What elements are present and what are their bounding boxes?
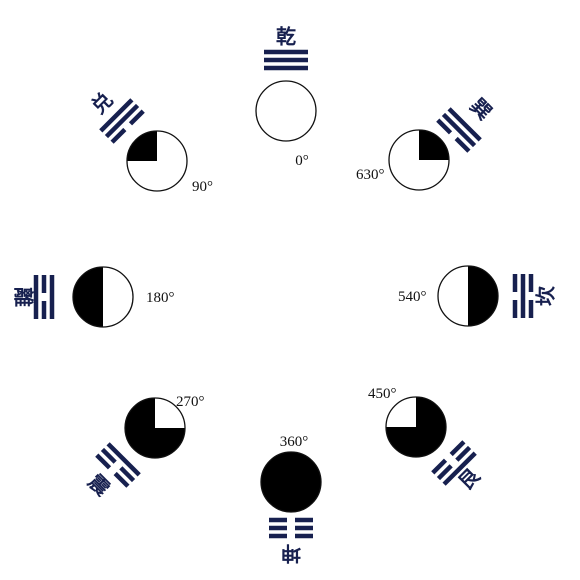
trigram-dui: 兑 90° [86,87,213,195]
yang-line [520,274,526,318]
moon-phase-disc [388,129,450,191]
trigram-kun: 坤 360° [260,434,322,566]
yin-line-left [100,447,117,464]
moon-dark-fill [73,267,103,327]
moon-disc-outline [72,266,134,328]
yin-line-right [528,274,534,292]
yin-line-right [449,440,466,457]
moon-disc-outline [124,397,186,459]
trigram-lines [431,440,477,486]
trigram-lines [436,107,482,153]
trigram-lines [269,517,313,539]
trigram-name-qian: 乾 [276,25,296,49]
angle-label-qian: 0° [295,153,309,169]
yin-line-left [41,275,47,293]
angle-label-li: 180° [146,290,175,306]
moon-phase-disc [255,80,317,142]
trigram-name-kan: 坎 [534,285,558,306]
yang-line [99,98,134,133]
trigram-lines [99,98,145,144]
yin-line-left [528,300,534,318]
yang-line [33,275,39,319]
moon-disc-outline [260,451,322,513]
moon-disc-outline [126,130,188,192]
angle-label-xun: 630° [356,167,385,183]
yin-line-left [295,525,313,531]
yang-line [264,57,308,63]
moon-phase-disc [126,130,188,192]
yang-line [104,103,140,139]
yin-line-left [95,453,112,470]
yin-line-left [512,300,518,318]
yang-line [264,49,308,55]
trigram-name-kun: 坤 [281,542,301,566]
angle-label-gen: 450° [368,386,397,402]
trigram-name-xun: 巽 [466,93,497,124]
angle-label-kan: 540° [398,289,427,305]
trigram-qian: 乾 0° [255,25,317,169]
yang-line [106,442,141,477]
yin-line-left [436,118,453,135]
trigram-li: 離 180° [12,266,175,328]
yin-line-left [295,533,313,539]
moon-dark-fill [419,130,449,160]
moon-phase-disc [260,451,322,513]
moon-phase-disc [385,396,447,458]
angle-label-kun: 360° [280,434,309,450]
trigram-lines [95,442,141,488]
trigram-lines [264,49,308,71]
yin-line-right [128,109,145,126]
yang-line [49,275,55,319]
moon-dark-fill [127,131,157,161]
yin-line-left [431,458,448,475]
angle-label-dui: 90° [192,179,213,195]
moon-disc-outline [385,396,447,458]
yang-line [447,107,482,142]
angle-label-zhen: 270° [176,394,205,410]
trigram-zhen: 震 270° [84,394,205,501]
yin-line-right [454,136,471,153]
trigram-xun: 巽 630° [356,93,497,191]
yin-line-right [113,471,130,488]
moon-dark-fill [386,397,446,457]
yin-line-left [110,127,127,144]
moon-dark-fill [125,398,185,458]
trigram-lines [33,275,55,319]
moon-disc-outline [388,129,450,191]
moon-phase-disc [437,265,499,327]
moon-disc-base [256,81,316,141]
yin-line-left [436,464,453,481]
yin-line-right [269,525,287,531]
yang-line [441,112,477,148]
moon-dark-fill [261,452,321,512]
yin-line-left [295,517,313,523]
trigram-lines [512,274,534,318]
trigram-kan: 坎 540° [398,265,558,327]
yin-line-right [269,533,287,539]
moon-dark-fill [468,266,498,326]
yin-line-right [119,466,136,483]
yang-line [442,451,477,486]
yin-line-right [41,301,47,319]
moon-phase-disc [124,397,186,459]
yin-line-right [455,445,472,462]
yang-line [264,65,308,71]
trigram-name-zhen: 震 [84,469,116,501]
yin-line-right [512,274,518,292]
moon-disc-outline [437,265,499,327]
trigram-name-dui: 兑 [86,87,117,118]
yin-line-right [269,517,287,523]
trigram-name-li: 離 [12,287,36,307]
moon-disc-outline [255,80,317,142]
moon-phase-disc [72,266,134,328]
